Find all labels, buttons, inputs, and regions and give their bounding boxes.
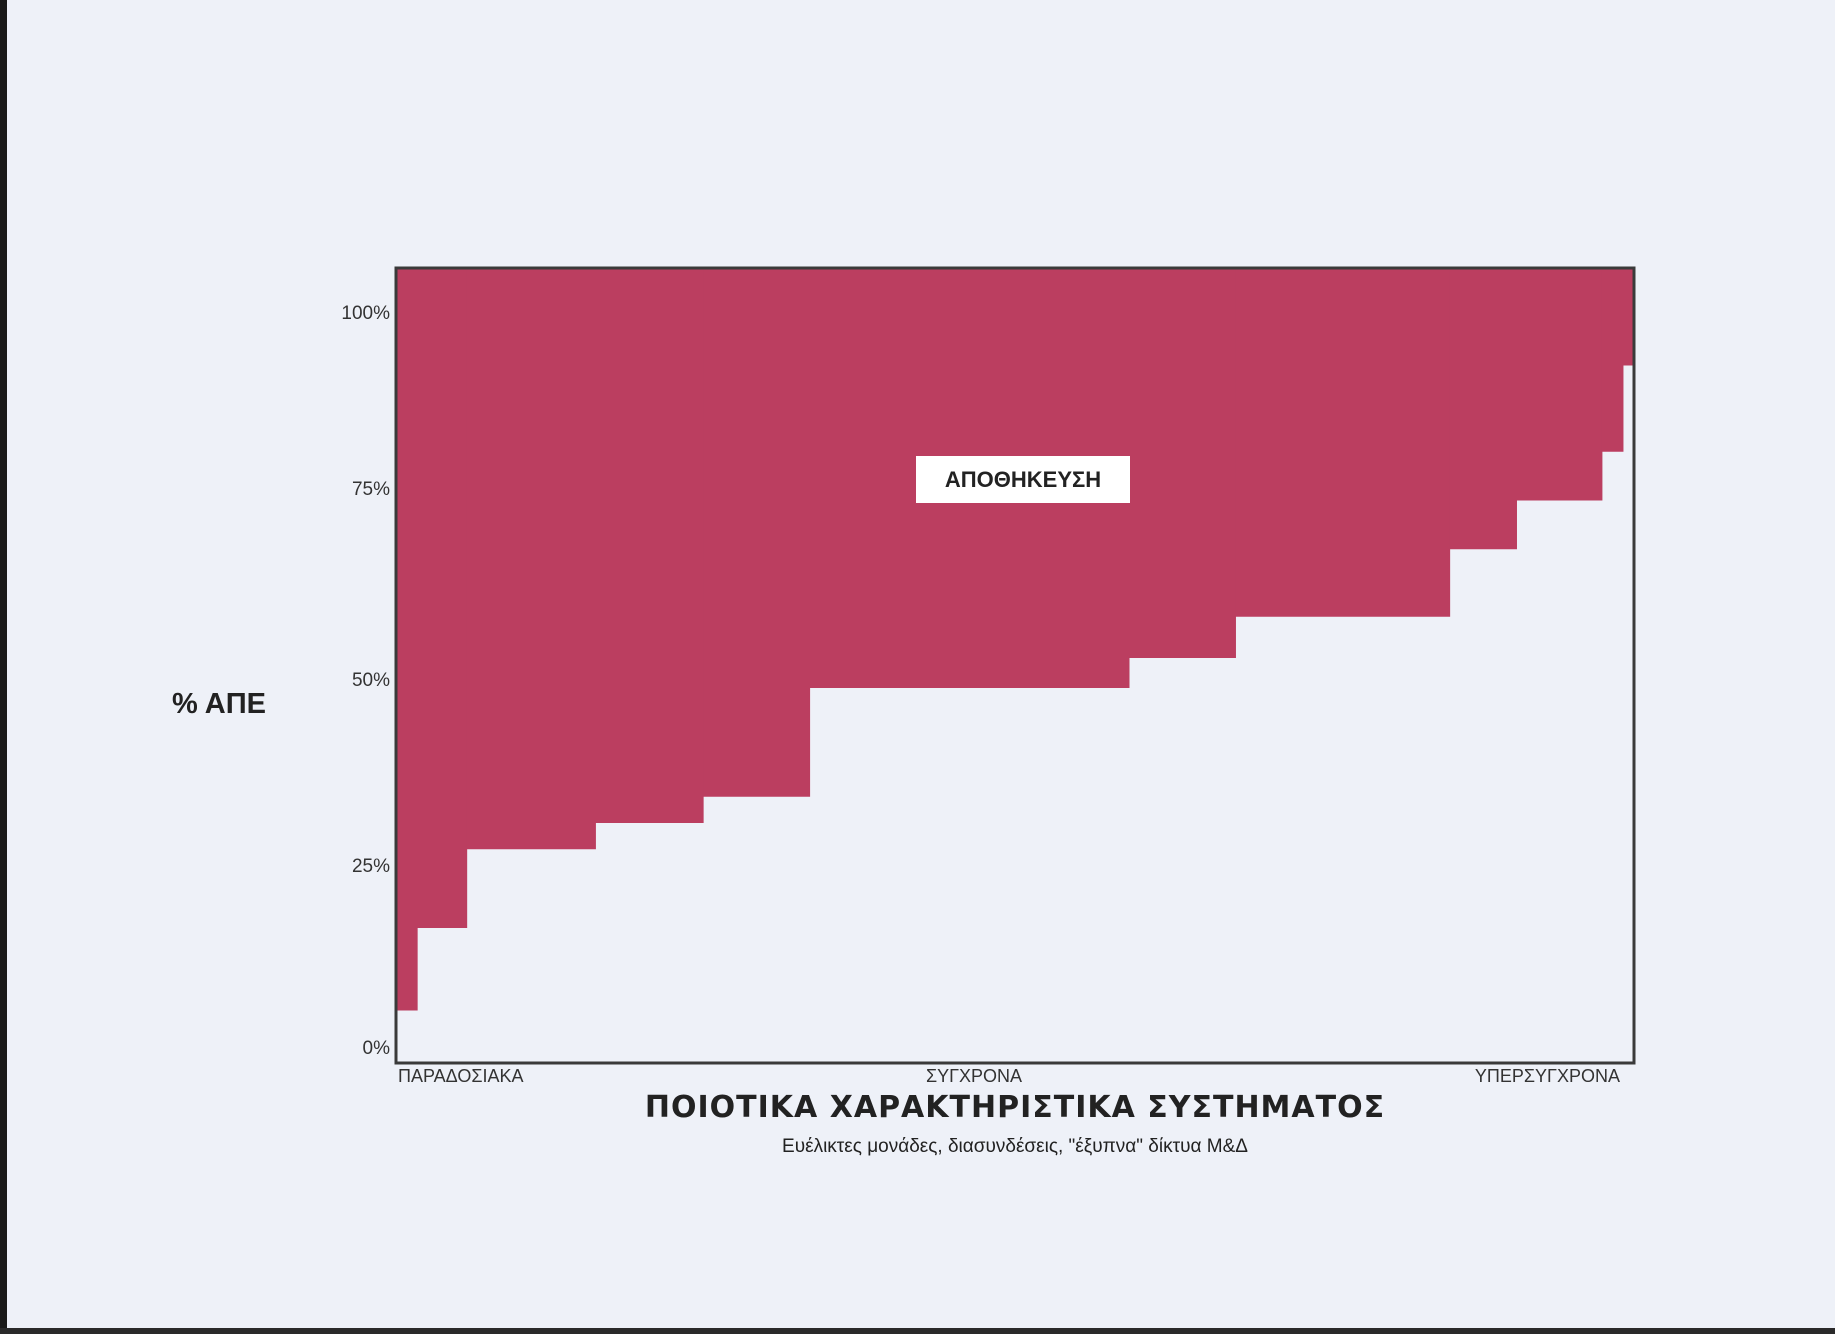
area-step-6 <box>1128 268 1236 658</box>
area-label-box <box>916 456 1130 503</box>
area-step-7 <box>1235 268 1451 617</box>
area-step-11 <box>1622 268 1635 366</box>
plot-frame <box>394 266 1636 1065</box>
scan-edge-bottom <box>0 1328 1835 1334</box>
area-step-0 <box>396 268 418 1011</box>
y-tick-label-4: 0% <box>363 1038 391 1059</box>
scan-edge-left <box>0 0 7 1334</box>
x-tick-label-0: ΠΑΡΑΔΟΣΙΑΚΑ <box>398 1066 523 1086</box>
y-tick-label-1: 75% <box>352 479 390 500</box>
area-label: ΑΠΟΘΗΚΕΥΣΗ <box>945 467 1101 492</box>
y-tick-label-2: 50% <box>352 670 390 691</box>
y-axis-label: % ΑΠΕ <box>172 688 266 720</box>
x-tick-labels: ΠΑΡΑΔΟΣΙΑΚΑ ΣΥΓΧΡΟΝΑ ΥΠΕΡΣΥΓΧΡΟΝΑ <box>398 1066 1620 1086</box>
area-step-9 <box>1516 268 1603 501</box>
y-tick-labels: 100% 75% 50% 25% 0% <box>341 303 390 1059</box>
area-step-1 <box>417 268 468 928</box>
x-tick-label-2: ΥΠΕΡΣΥΓΧΡΟΝΑ <box>1475 1066 1620 1086</box>
area-step-3 <box>595 268 704 823</box>
area-step-10 <box>1601 268 1624 452</box>
x-axis-title: ΠΟΙΟΤΙΚΑ ΧΑΡΑΚΤΗΡΙΣΤΙΚΑ ΣΥΣΤΗΜΑΤΟΣ <box>644 1090 1386 1125</box>
y-tick-label-3: 25% <box>352 856 390 877</box>
y-tick-label-0: 100% <box>341 303 390 324</box>
x-axis-subtitle: Ευέλικτες μονάδες, διασυνδέσεις, "έξυπνα… <box>782 1136 1248 1157</box>
area-step-8 <box>1449 268 1517 550</box>
x-tick-label-1: ΣΥΓΧΡΟΝΑ <box>926 1066 1022 1086</box>
storage-area <box>396 268 1635 1011</box>
area-step-2 <box>466 268 596 850</box>
area-step-4 <box>703 268 811 797</box>
